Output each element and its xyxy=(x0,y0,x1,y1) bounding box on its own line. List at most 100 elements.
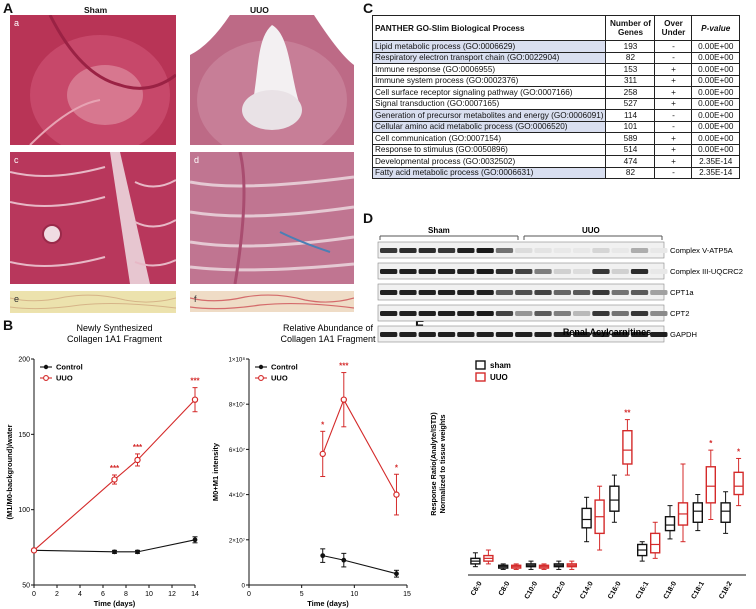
blot-band xyxy=(573,248,591,253)
panel-label-d: D xyxy=(363,210,374,226)
go-process-cell: Signal transduction (GO:0007165) xyxy=(371,97,607,110)
data-point xyxy=(394,571,399,577)
sublabel-d: d xyxy=(194,155,200,165)
blot-band xyxy=(437,332,456,337)
blot-band xyxy=(380,332,398,337)
legend-marker xyxy=(43,364,49,370)
blot-band xyxy=(553,290,571,295)
blot-band xyxy=(399,311,417,316)
series-line xyxy=(322,398,397,495)
go-pvalue-cell: 0.00E+00 xyxy=(691,132,740,145)
category-label: C6:0 xyxy=(470,580,484,597)
psr-tile-uuo-full: f xyxy=(190,291,354,312)
chart-title: Collagen 1A1 Fragment xyxy=(67,334,163,344)
blot-band xyxy=(418,248,436,253)
sublabel-c: c xyxy=(14,155,19,165)
blot-band xyxy=(611,311,629,316)
blot-band xyxy=(515,248,533,253)
legend-label: UUO xyxy=(271,374,288,383)
data-point xyxy=(134,456,141,464)
tubules-sham xyxy=(10,152,176,284)
blot-band xyxy=(611,332,629,337)
go-table-row: Cell communication (GO:0007154) 589 +0.00E… xyxy=(371,132,740,145)
blot-band xyxy=(380,248,398,253)
data-point xyxy=(135,549,140,555)
go-table-row: Response to stimulus (GO:0050896) 514 +0.0… xyxy=(371,143,740,156)
blot-protein-label: CPT1a xyxy=(670,288,694,297)
histology-tile-sham-mid: c xyxy=(10,152,176,284)
blot-band xyxy=(573,290,591,295)
blot-band xyxy=(534,311,552,316)
box xyxy=(622,429,633,465)
go-table-row: Immune system process (GO:0002376) 311 +0.… xyxy=(371,74,740,87)
category-label: C12:0 xyxy=(551,580,567,600)
chart-renal-acylcarnitines: Renal Acylcarnitines Response Ratio(Analy… xyxy=(429,327,746,601)
blot-band xyxy=(399,269,417,274)
blot-band xyxy=(592,290,610,295)
significance-marker: * xyxy=(395,463,399,472)
blot-band xyxy=(495,248,514,253)
y-tick-label: 200 xyxy=(18,357,30,364)
go-process-cell: Immune response (GO:0006955) xyxy=(371,63,607,76)
go-pvalue-cell: 0.00E+00 xyxy=(691,51,740,64)
x-tick-label: 10 xyxy=(350,591,358,598)
panel-label-b: B xyxy=(3,317,14,333)
go-pvalue-cell: 0.00E+00 xyxy=(691,97,740,110)
y-axis-label: Response Ratio(Analyte/ISTD) xyxy=(429,412,438,516)
go-table-row: Immune response (GO:0006955) 153 +0.00E+00 xyxy=(371,63,740,76)
go-table-row: Generation of precursor metabolites and … xyxy=(371,109,740,122)
histology-tile-uuo-low: b xyxy=(190,15,354,145)
blot-band xyxy=(515,269,533,274)
significance-marker: *** xyxy=(190,377,200,386)
blot-band xyxy=(380,311,398,316)
go-process-cell: Cell surface receptor signaling pathway … xyxy=(371,86,607,99)
go-pvalue-cell: 0.00E+00 xyxy=(691,40,740,53)
blot-band xyxy=(495,332,514,337)
go-pvalue-cell: 2.35E-14 xyxy=(691,166,740,179)
histology-sham-label: Sham xyxy=(84,5,108,15)
box xyxy=(720,502,731,523)
y-tick-label: 4×10⁷ xyxy=(229,492,245,499)
go-process-cell: Developmental process (GO:0032502) xyxy=(371,155,607,168)
y-axis-label: M0+M1 intensity xyxy=(211,442,220,501)
go-process-cell: Response to stimulus (GO:0050896) xyxy=(371,143,607,156)
blot-band xyxy=(495,269,514,274)
legend-marker xyxy=(258,364,264,370)
blot-band xyxy=(534,269,552,274)
blot-band xyxy=(399,290,417,295)
significance-marker: *** xyxy=(339,362,349,371)
y-tick-label: 8×10⁷ xyxy=(229,402,245,409)
psr-sham-fibers xyxy=(10,291,176,312)
box xyxy=(581,507,592,529)
y-axis-label: Normalized to tissue weights xyxy=(438,414,447,513)
panel-label-e: E xyxy=(415,317,425,333)
blot-band xyxy=(630,290,649,295)
blot-band xyxy=(650,311,668,316)
go-direction-cell: - xyxy=(654,109,693,122)
blot-band xyxy=(573,269,591,274)
blot-band xyxy=(573,311,591,316)
blot-band xyxy=(592,248,610,253)
go-direction-cell: + xyxy=(654,155,693,168)
blot-protein-label: GAPDH xyxy=(670,330,697,339)
go-pvalue-cell: 0.00E+00 xyxy=(691,63,740,76)
blot-sham-label: Sham xyxy=(428,226,450,235)
y-axis-label: (M1/M0-background)/water xyxy=(5,424,14,519)
x-axis-label: Time (days) xyxy=(94,599,136,608)
blot-band xyxy=(515,290,533,295)
go-enrichment-table: PANTHER GO-Slim Biological Process Numbe… xyxy=(371,15,740,179)
box xyxy=(705,466,716,504)
go-process-cell: Immune system process (GO:0002376) xyxy=(371,74,607,87)
blot-band xyxy=(476,290,494,295)
data-point xyxy=(111,476,118,483)
legend-label: UUO xyxy=(490,373,508,382)
go-genes-cell: 589 xyxy=(605,132,656,145)
chart-title: Collagen 1A1 Fragment xyxy=(280,334,376,344)
sublabel-a: a xyxy=(14,18,20,28)
chart-title: Relative Abundance of xyxy=(283,323,374,333)
blot-band xyxy=(553,248,571,253)
go-pvalue-cell: 0.00E+00 xyxy=(691,74,740,87)
go-direction-cell: + xyxy=(654,143,693,156)
go-genes-cell: 258 xyxy=(605,86,656,99)
blot-band xyxy=(418,332,436,337)
